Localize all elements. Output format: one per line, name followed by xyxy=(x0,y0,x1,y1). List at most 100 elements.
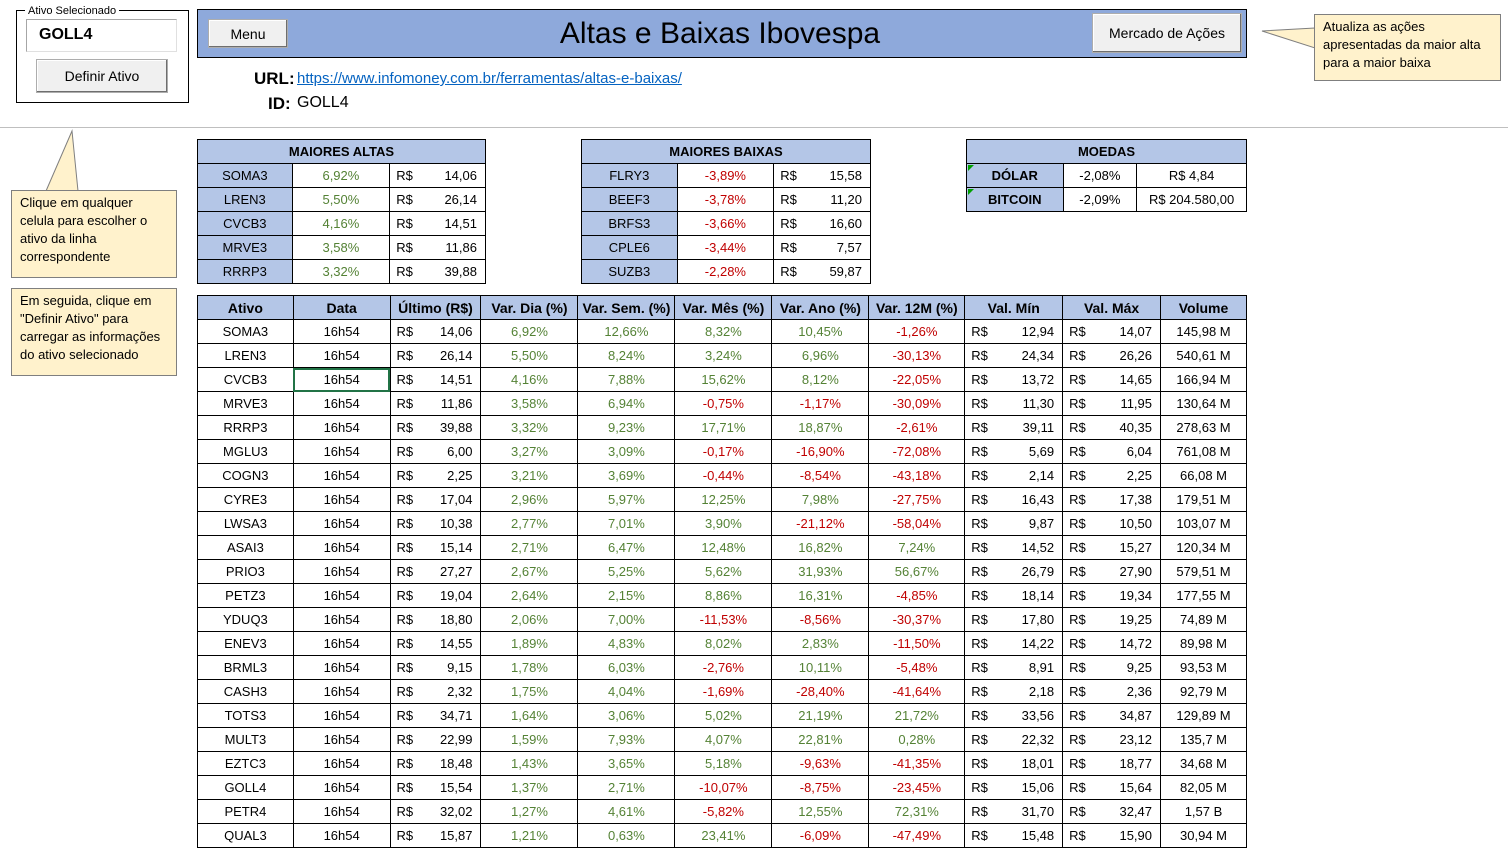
time-cell[interactable]: 16h54 xyxy=(292,631,391,656)
min-value-cell[interactable]: 2,14 xyxy=(999,463,1064,488)
min-value-cell[interactable]: 5,69 xyxy=(999,439,1064,464)
variation-cell[interactable]: -3,89% xyxy=(676,163,775,188)
price-cell[interactable]: 7,57 xyxy=(811,235,871,260)
variation-cell[interactable]: 4,61% xyxy=(577,799,676,824)
currency-cell[interactable]: R$ xyxy=(1062,415,1098,440)
variation-cell[interactable]: 1,78% xyxy=(480,655,579,680)
last-price-cell[interactable]: 11,86 xyxy=(420,391,482,416)
max-value-cell[interactable]: 34,87 xyxy=(1097,703,1162,728)
currency-cell[interactable]: R$ xyxy=(1062,775,1098,800)
currency-cell[interactable]: R$ xyxy=(389,511,421,536)
min-value-cell[interactable]: 11,30 xyxy=(999,391,1064,416)
max-value-cell[interactable]: 9,25 xyxy=(1097,655,1162,680)
variation-cell[interactable]: 72,31% xyxy=(868,799,966,824)
time-cell[interactable]: 16h54 xyxy=(292,463,391,488)
variation-cell[interactable]: -58,04% xyxy=(868,511,966,536)
currency-cell[interactable]: R$ xyxy=(1062,559,1098,584)
variation-cell[interactable]: -6,09% xyxy=(771,823,870,848)
variation-cell[interactable]: 6,03% xyxy=(577,655,676,680)
table-row[interactable]: EZTC3 16h54 R$ 18,48 1,43% 3,65% 5,18% -9,63% -4… xyxy=(197,751,1247,776)
variation-cell[interactable]: -30,13% xyxy=(868,343,966,368)
ticker-cell[interactable]: SUZB3 xyxy=(581,259,678,284)
min-value-cell[interactable]: 8,91 xyxy=(999,655,1064,680)
variation-cell[interactable]: 22,81% xyxy=(771,727,870,752)
last-price-cell[interactable]: 39,88 xyxy=(420,415,482,440)
last-price-cell[interactable]: 32,02 xyxy=(420,799,482,824)
min-value-cell[interactable]: 16,43 xyxy=(999,487,1064,512)
variation-cell[interactable]: 4,04% xyxy=(577,679,676,704)
currency-cell[interactable]: R$ xyxy=(964,823,1000,848)
column-header[interactable]: Último (R$) xyxy=(389,295,482,320)
currency-cell[interactable]: R$ xyxy=(773,211,812,236)
currency-cell[interactable]: R$ xyxy=(964,463,1000,488)
variation-cell[interactable]: 2,15% xyxy=(577,583,676,608)
volume-cell[interactable]: 130,64 M xyxy=(1160,391,1247,416)
define-asset-button[interactable]: Definir Ativo xyxy=(36,59,168,93)
ticker-cell[interactable]: ENEV3 xyxy=(197,631,294,656)
time-cell[interactable]: 16h54 xyxy=(292,487,391,512)
table-row[interactable]: SOMA3 16h54 R$ 14,06 6,92% 12,66% 8,32% 10,45% -… xyxy=(197,319,1247,344)
variation-cell[interactable]: -10,07% xyxy=(674,775,773,800)
last-price-cell[interactable]: 18,48 xyxy=(420,751,482,776)
currency-cell[interactable]: R$ xyxy=(389,799,421,824)
last-price-cell[interactable]: 15,14 xyxy=(420,535,482,560)
table-row[interactable]: MRVE3 3,58% R$ 11,86 xyxy=(197,235,486,260)
volume-cell[interactable]: 34,68 M xyxy=(1160,751,1247,776)
time-cell[interactable]: 16h54 xyxy=(292,439,391,464)
table-row[interactable]: CPLE6 -3,44% R$ 7,57 xyxy=(581,235,871,260)
currency-cell[interactable]: R$ xyxy=(389,211,428,236)
variation-cell[interactable]: -11,50% xyxy=(868,631,966,656)
source-url-link[interactable]: https://www.infomoney.com.br/ferramentas… xyxy=(297,70,682,87)
ticker-cell[interactable]: SOMA3 xyxy=(197,319,294,344)
currency-cell[interactable]: R$ xyxy=(964,583,1000,608)
min-value-cell[interactable]: 15,06 xyxy=(999,775,1064,800)
currency-cell[interactable]: R$ xyxy=(389,235,428,260)
max-value-cell[interactable]: 19,34 xyxy=(1097,583,1162,608)
last-price-cell[interactable]: 22,99 xyxy=(420,727,482,752)
variation-cell[interactable]: 1,21% xyxy=(480,823,579,848)
currency-cell[interactable]: R$ xyxy=(1062,343,1098,368)
max-value-cell[interactable]: 19,25 xyxy=(1097,607,1162,632)
min-value-cell[interactable]: 14,22 xyxy=(999,631,1064,656)
min-value-cell[interactable]: 15,48 xyxy=(999,823,1064,848)
table-row[interactable]: BEEF3 -3,78% R$ 11,20 xyxy=(581,187,871,212)
variation-cell[interactable]: 8,02% xyxy=(674,631,773,656)
last-price-cell[interactable]: 26,14 xyxy=(420,343,482,368)
ticker-cell[interactable]: PETZ3 xyxy=(197,583,294,608)
variation-cell[interactable]: 5,02% xyxy=(674,703,773,728)
currency-cell[interactable]: R$ xyxy=(389,535,421,560)
variation-cell[interactable]: 2,71% xyxy=(480,535,579,560)
variation-cell[interactable]: 8,86% xyxy=(674,583,773,608)
currency-cell[interactable]: R$ xyxy=(389,631,421,656)
column-header[interactable]: Volume xyxy=(1160,295,1247,320)
volume-cell[interactable]: 66,08 M xyxy=(1160,463,1247,488)
variation-cell[interactable]: 6,92% xyxy=(480,319,579,344)
min-value-cell[interactable]: 22,32 xyxy=(999,727,1064,752)
variation-cell[interactable]: 5,50% xyxy=(291,187,391,212)
currency-cell[interactable]: R$ xyxy=(1062,655,1098,680)
variation-cell[interactable]: 2,71% xyxy=(577,775,676,800)
currency-cell[interactable]: R$ xyxy=(964,535,1000,560)
table-row[interactable]: COGN3 16h54 R$ 2,25 3,21% 3,69% -0,44% -8,54% -4… xyxy=(197,463,1247,488)
max-value-cell[interactable]: 15,90 xyxy=(1097,823,1162,848)
volume-cell[interactable]: 135,7 M xyxy=(1160,727,1247,752)
variation-cell[interactable]: 7,88% xyxy=(577,367,676,392)
volume-cell[interactable]: 120,34 M xyxy=(1160,535,1247,560)
variation-cell[interactable]: -28,40% xyxy=(771,679,870,704)
variation-cell[interactable]: -1,17% xyxy=(771,391,870,416)
table-row[interactable]: PRIO3 16h54 R$ 27,27 2,67% 5,25% 5,62% 31,93% 56… xyxy=(197,559,1247,584)
currency-cell[interactable]: R$ xyxy=(389,775,421,800)
variation-cell[interactable]: 1,75% xyxy=(480,679,579,704)
variation-cell[interactable]: -2,28% xyxy=(676,259,775,284)
variation-cell[interactable]: 5,25% xyxy=(577,559,676,584)
table-row[interactable]: MULT3 16h54 R$ 22,99 1,59% 7,93% 4,07% 22,81% 0,… xyxy=(197,727,1247,752)
currency-cell[interactable]: R$ xyxy=(964,751,1000,776)
variation-cell[interactable]: -8,54% xyxy=(771,463,870,488)
ticker-cell[interactable]: YDUQ3 xyxy=(197,607,294,632)
variation-cell[interactable]: 21,72% xyxy=(868,703,966,728)
ticker-cell[interactable]: SOMA3 xyxy=(197,163,293,188)
variation-cell[interactable]: 4,07% xyxy=(674,727,773,752)
price-cell[interactable]: 11,86 xyxy=(427,235,486,260)
variation-cell[interactable]: 12,25% xyxy=(674,487,773,512)
ticker-cell[interactable]: CYRE3 xyxy=(197,487,294,512)
